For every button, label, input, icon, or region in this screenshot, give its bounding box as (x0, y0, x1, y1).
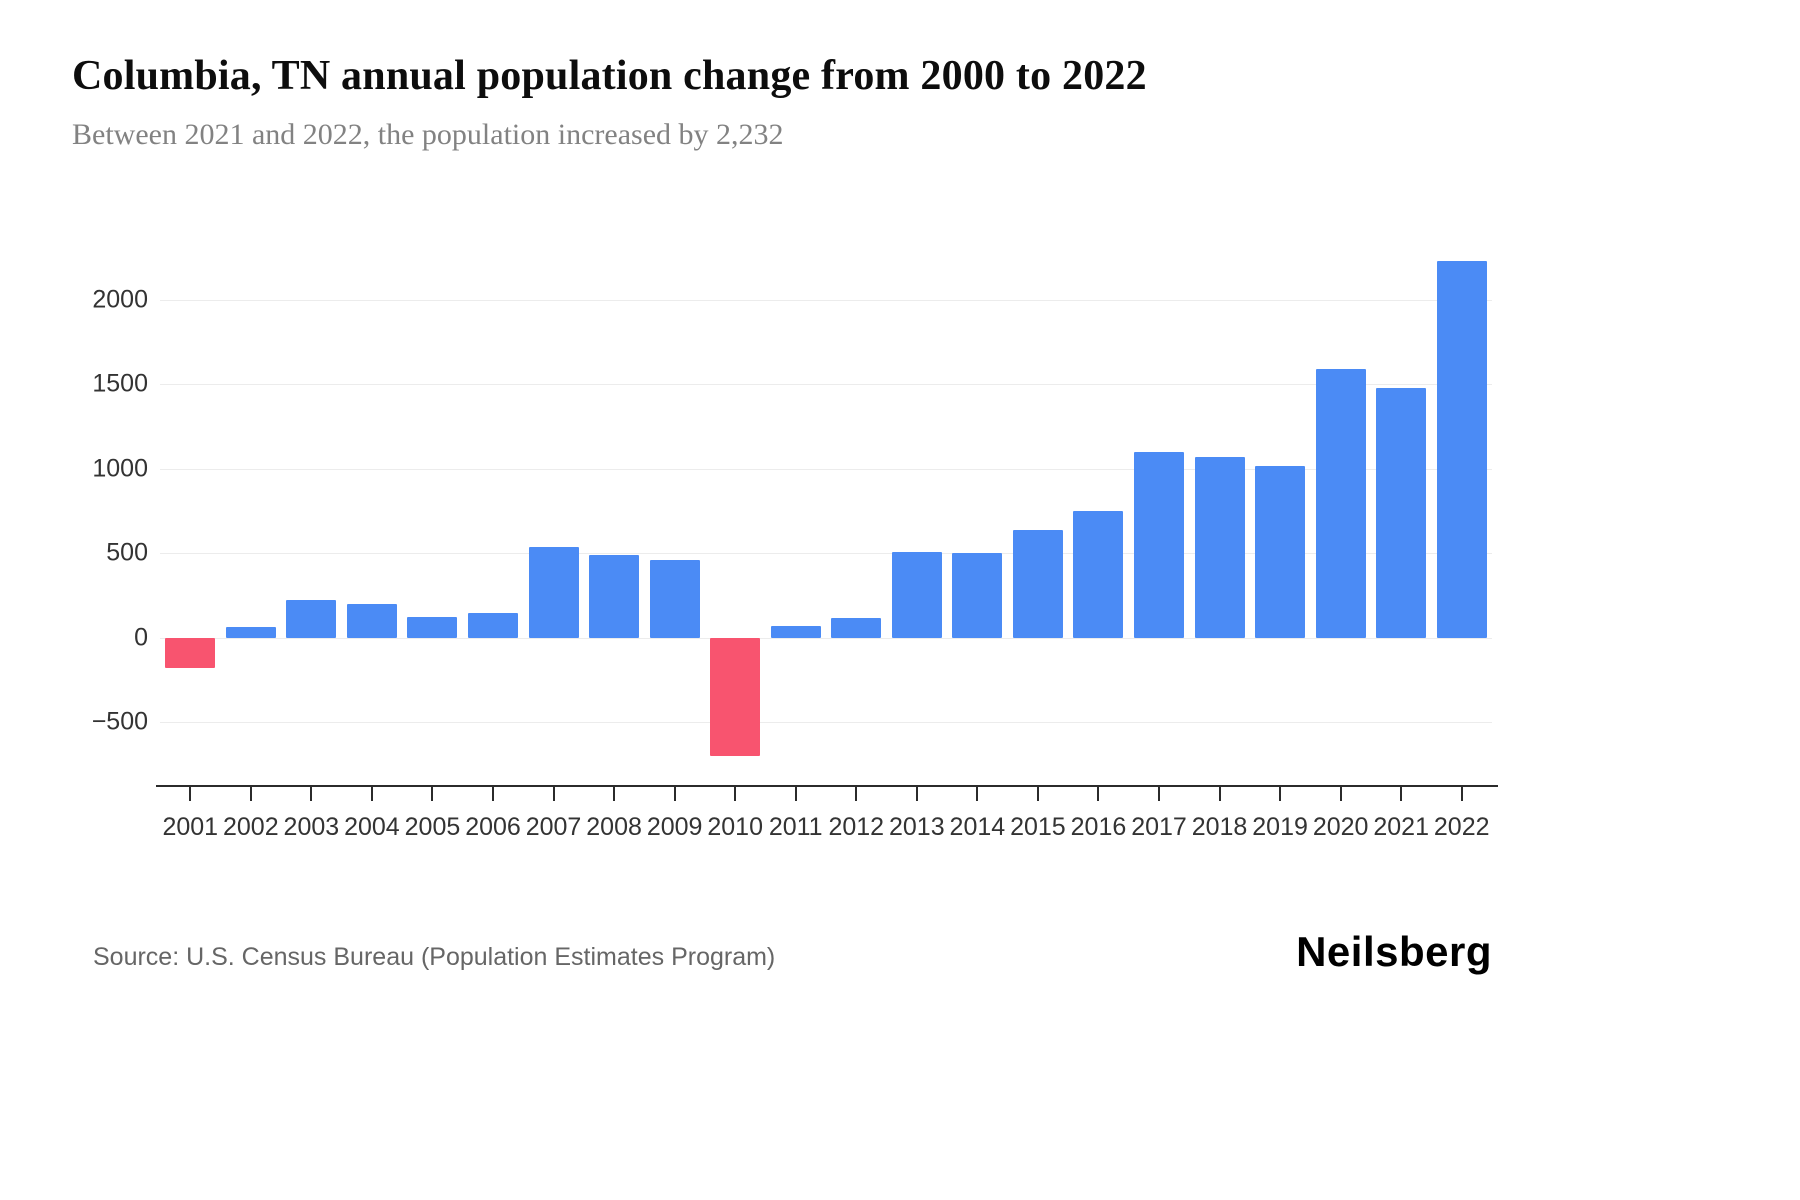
bar-chart-plot-area: −500 0 500 1000 1500 2000 2001 2002 2003 2004 2005… (92, 230, 1498, 841)
bar-2013[interactable] (891, 551, 942, 638)
x-axis-label-2016: 2016 (1070, 813, 1127, 841)
y-axis-label--500: −500 (91, 707, 148, 736)
bar-2021[interactable] (1376, 387, 1427, 638)
x-axis-tick-2018 (1218, 787, 1221, 801)
y-axis-label-2000: 2000 (92, 285, 148, 314)
x-axis-label-2005: 2005 (404, 813, 461, 841)
y-axis-label-1500: 1500 (92, 369, 148, 398)
x-axis-label-2008: 2008 (586, 813, 642, 841)
x-axis-tick-2017 (1158, 787, 1160, 801)
bar-2014[interactable] (952, 552, 1003, 638)
y-axis-label-1000: 1000 (92, 454, 148, 483)
x-axis-tick-2001 (189, 787, 192, 801)
bar-2011[interactable] (770, 626, 821, 638)
x-axis-tick-2019 (1279, 787, 1282, 801)
x-axis-tick-2020 (1339, 787, 1342, 801)
x-axis-tick-2010 (734, 787, 737, 801)
bar-2003[interactable] (286, 599, 337, 638)
x-axis-label-2011: 2011 (768, 813, 823, 841)
chart-title: Columbia, TN annual population change fr… (72, 53, 1147, 99)
bar-2007[interactable] (528, 546, 579, 638)
x-axis-label-2002: 2002 (223, 813, 279, 841)
bar-2016[interactable] (1073, 511, 1124, 638)
x-axis-label-2021: 2021 (1373, 813, 1429, 841)
x-axis-line (156, 785, 1498, 787)
x-axis-label-2019: 2019 (1252, 813, 1308, 841)
x-axis-label-2004: 2004 (344, 813, 400, 841)
x-axis-tick-2005 (431, 787, 434, 801)
x-axis-label-2014: 2014 (949, 813, 1006, 841)
gridline-1000 (160, 468, 1492, 470)
x-axis-tick-2011 (794, 787, 797, 801)
x-axis-tick-2016 (1097, 787, 1100, 801)
x-axis-label-2010: 2010 (707, 813, 763, 841)
bar-2015[interactable] (1012, 529, 1063, 638)
bar-2006[interactable] (468, 613, 518, 638)
x-axis-tick-2014 (976, 787, 979, 801)
bar-2019[interactable] (1255, 465, 1306, 638)
bar-2002[interactable] (225, 626, 276, 638)
x-axis-label-2003: 2003 (283, 813, 340, 841)
x-axis-tick-2003 (310, 787, 313, 801)
x-axis-label-2006: 2006 (465, 813, 521, 841)
bar-2020[interactable] (1315, 369, 1366, 638)
gridline-1500 (160, 384, 1492, 386)
gridline-500 (160, 553, 1492, 555)
y-axis-label-500: 500 (106, 538, 148, 567)
x-axis-label-2007: 2007 (525, 813, 582, 841)
x-axis-tick-2009 (673, 787, 676, 801)
neilsberg-logo: Neilsberg (1296, 928, 1492, 975)
bar-2018[interactable] (1194, 457, 1245, 638)
x-axis-label-2017: 2017 (1131, 813, 1187, 841)
x-axis-tick-2004 (370, 787, 373, 801)
x-axis-label-2015: 2015 (1010, 813, 1066, 841)
x-axis-tick-2006 (492, 787, 494, 801)
x-axis-tick-2012 (855, 787, 858, 801)
bar-2022[interactable] (1436, 260, 1487, 638)
bar-2009[interactable] (649, 560, 700, 638)
x-axis-label-2020: 2020 (1312, 813, 1369, 841)
bar-2005[interactable] (407, 616, 458, 638)
x-axis-label-2022: 2022 (1433, 813, 1490, 841)
x-axis-tick-2013 (915, 787, 918, 801)
x-axis-tick-2015 (1036, 787, 1039, 801)
y-axis-label-0: 0 (134, 623, 148, 652)
x-axis-label-2013: 2013 (889, 813, 945, 841)
bar-2004[interactable] (346, 604, 397, 638)
gridline-0 (160, 637, 1492, 639)
bar-2017[interactable] (1134, 452, 1184, 638)
gridline-2000 (160, 299, 1492, 301)
x-axis-label-2009: 2009 (646, 813, 703, 841)
bar-2001[interactable] (165, 637, 216, 669)
gridline--500 (160, 722, 1492, 724)
bar-2012[interactable] (831, 617, 882, 638)
x-axis-tick-2021 (1400, 787, 1403, 801)
x-axis-tick-2002 (249, 787, 252, 801)
x-axis-tick-2007 (552, 787, 555, 801)
x-axis-tick-2008 (613, 787, 616, 801)
x-axis-label-2018: 2018 (1191, 813, 1248, 841)
source-note: Source: U.S. Census Bureau (Population E… (93, 943, 776, 971)
bar-2008[interactable] (589, 555, 640, 638)
x-axis-tick-2022 (1460, 787, 1463, 801)
bar-2010[interactable] (710, 637, 761, 757)
chart-subtitle: Between 2021 and 2022, the population in… (72, 118, 784, 151)
x-axis-label-2012: 2012 (828, 813, 885, 841)
x-axis-label-2001: 2001 (162, 813, 219, 841)
